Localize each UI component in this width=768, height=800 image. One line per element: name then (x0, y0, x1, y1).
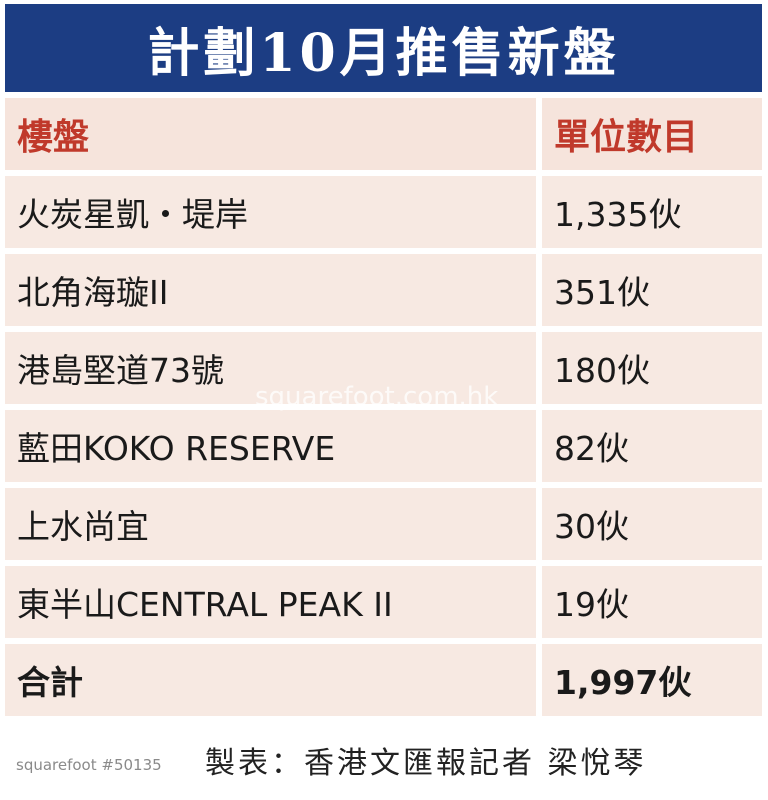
unit-count: 82伙 (542, 410, 762, 482)
unit-count: 1,335伙 (542, 176, 762, 248)
unit-count: 351伙 (542, 254, 762, 326)
background-watermark: squarefoot.com.hk (255, 382, 499, 412)
table-row: 上水尚宜 30伙 (5, 488, 762, 560)
source-watermark: squarefoot #50135 (16, 756, 162, 774)
table-header-row: 樓盤 單位數目 (5, 98, 762, 170)
table-row: 藍田KOKO RESERVE 82伙 (5, 410, 762, 482)
unit-count: 19伙 (542, 566, 762, 638)
property-name: 北角海璇II (5, 254, 536, 326)
property-name: 火炭星凱・堤岸 (5, 176, 536, 248)
header-property: 樓盤 (5, 98, 536, 170)
table-credit: 製表：香港文匯報記者 梁悅琴 (205, 746, 647, 781)
unit-count: 30伙 (542, 488, 762, 560)
property-name: 港島堅道73號 (5, 332, 536, 404)
table-row: 港島堅道73號 180伙 (5, 332, 762, 404)
property-name: 東半山CENTRAL PEAK II (5, 566, 536, 638)
total-units: 1,997伙 (542, 644, 762, 716)
total-label: 合計 (5, 644, 536, 716)
title-banner: 計劃10月推售新盤 (5, 4, 762, 92)
table-title: 計劃10月推售新盤 (147, 22, 620, 84)
table-row: 東半山CENTRAL PEAK II 19伙 (5, 566, 762, 638)
table-total-row: 合計 1,997伙 (5, 644, 762, 716)
header-units: 單位數目 (542, 98, 762, 170)
table-row: 北角海璇II 351伙 (5, 254, 762, 326)
property-name: 上水尚宜 (5, 488, 536, 560)
table-row: 火炭星凱・堤岸 1,335伙 (5, 176, 762, 248)
data-table: 樓盤 單位數目 火炭星凱・堤岸 1,335伙 北角海璇II 351伙 港島堅道7… (5, 98, 762, 722)
unit-count: 180伙 (542, 332, 762, 404)
property-name: 藍田KOKO RESERVE (5, 410, 536, 482)
